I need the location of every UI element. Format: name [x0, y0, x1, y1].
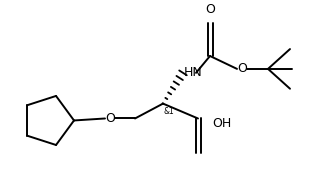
Text: O: O [105, 112, 115, 125]
Text: HN: HN [184, 66, 203, 79]
Text: &1: &1 [164, 107, 175, 116]
Text: O: O [237, 62, 247, 75]
Text: OH: OH [212, 117, 231, 130]
Text: O: O [205, 3, 215, 16]
